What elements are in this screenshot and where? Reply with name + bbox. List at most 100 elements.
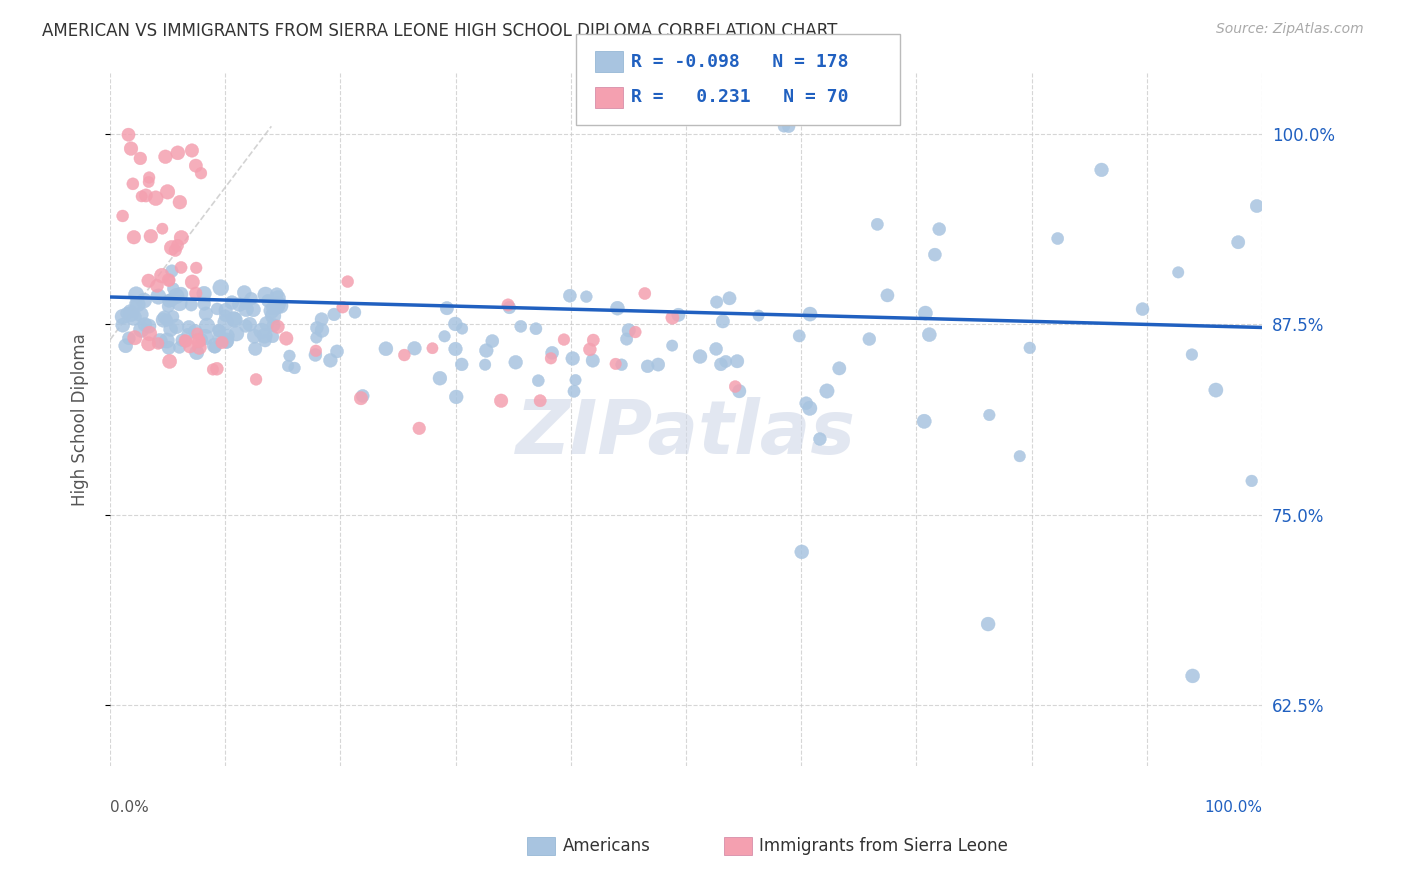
Text: 100.0%: 100.0% bbox=[1204, 800, 1263, 815]
Point bbox=[204, 340, 226, 354]
Text: Americans: Americans bbox=[562, 837, 650, 855]
Point bbox=[914, 306, 936, 320]
Text: AMERICAN VS IMMIGRANTS FROM SIERRA LEONE HIGH SCHOOL DIPLOMA CORRELATION CHART: AMERICAN VS IMMIGRANTS FROM SIERRA LEONE… bbox=[42, 22, 838, 40]
Point bbox=[170, 230, 193, 244]
Point bbox=[138, 175, 160, 189]
Text: Source: ZipAtlas.com: Source: ZipAtlas.com bbox=[1216, 22, 1364, 37]
Point bbox=[131, 189, 153, 203]
Point bbox=[129, 307, 152, 321]
Point bbox=[138, 326, 160, 341]
Point bbox=[924, 247, 946, 261]
Point bbox=[270, 299, 292, 313]
Point bbox=[561, 351, 583, 366]
Point bbox=[186, 260, 208, 275]
Point bbox=[111, 209, 134, 223]
Point bbox=[394, 348, 416, 362]
Point bbox=[254, 334, 277, 348]
Point bbox=[187, 334, 209, 348]
Point bbox=[305, 343, 328, 358]
Point bbox=[169, 296, 191, 310]
Point bbox=[1227, 235, 1250, 250]
Point bbox=[221, 295, 243, 310]
Point bbox=[160, 293, 183, 307]
Point bbox=[866, 218, 889, 232]
Point bbox=[166, 319, 188, 334]
Point bbox=[977, 617, 1000, 632]
Point bbox=[529, 393, 551, 408]
Point bbox=[505, 355, 527, 369]
Point bbox=[444, 342, 467, 356]
Point bbox=[404, 341, 426, 355]
Point bbox=[304, 348, 326, 362]
Point bbox=[214, 309, 236, 323]
Point bbox=[188, 341, 211, 355]
Point bbox=[1132, 302, 1154, 317]
Point bbox=[336, 275, 359, 289]
Point bbox=[278, 349, 301, 363]
Point bbox=[350, 391, 373, 405]
Point bbox=[215, 335, 238, 350]
Point bbox=[165, 244, 187, 258]
Point bbox=[205, 301, 228, 316]
Point bbox=[319, 353, 342, 368]
Point bbox=[799, 401, 821, 416]
Point bbox=[724, 379, 747, 393]
Point bbox=[725, 354, 748, 368]
Point bbox=[150, 221, 173, 235]
Point bbox=[668, 308, 690, 322]
Point bbox=[728, 384, 751, 399]
Point bbox=[146, 278, 169, 293]
Point bbox=[134, 293, 156, 308]
Point bbox=[254, 287, 277, 301]
Point bbox=[181, 275, 204, 289]
Point bbox=[616, 332, 638, 346]
Point bbox=[205, 361, 228, 376]
Point bbox=[135, 188, 157, 202]
Point bbox=[118, 331, 141, 345]
Point bbox=[190, 166, 212, 180]
Point bbox=[1046, 231, 1069, 245]
Point bbox=[125, 296, 148, 310]
Point bbox=[256, 317, 278, 331]
Text: R =   0.231   N = 70: R = 0.231 N = 70 bbox=[631, 88, 849, 106]
Point bbox=[444, 390, 467, 404]
Point bbox=[918, 327, 941, 342]
Point bbox=[474, 358, 496, 372]
Point bbox=[245, 372, 267, 386]
Point bbox=[166, 145, 188, 160]
Point bbox=[257, 293, 280, 308]
Point bbox=[191, 333, 214, 347]
Point bbox=[184, 159, 207, 173]
Point bbox=[186, 326, 208, 341]
Point bbox=[194, 307, 217, 321]
Point bbox=[157, 273, 180, 287]
Point bbox=[174, 334, 197, 349]
Point bbox=[152, 313, 174, 327]
Point bbox=[160, 241, 183, 255]
Point bbox=[169, 340, 191, 354]
Point bbox=[1240, 474, 1263, 488]
Point bbox=[225, 326, 247, 341]
Point bbox=[120, 307, 142, 321]
Point bbox=[211, 335, 233, 350]
Point bbox=[114, 339, 136, 353]
Point bbox=[778, 120, 800, 134]
Text: 0.0%: 0.0% bbox=[110, 800, 149, 815]
Point bbox=[235, 302, 257, 317]
Point bbox=[139, 229, 162, 244]
Point bbox=[332, 300, 354, 314]
Point bbox=[186, 345, 208, 359]
Point bbox=[562, 384, 585, 399]
Point bbox=[127, 297, 149, 311]
Point bbox=[208, 324, 231, 338]
Point bbox=[146, 336, 169, 351]
Point bbox=[323, 308, 346, 322]
Point bbox=[1205, 383, 1227, 397]
Point bbox=[634, 286, 657, 301]
Point bbox=[180, 144, 202, 158]
Point bbox=[1181, 669, 1204, 683]
Point bbox=[481, 334, 503, 348]
Point bbox=[451, 321, 474, 335]
Point bbox=[159, 354, 181, 368]
Point bbox=[134, 318, 156, 332]
